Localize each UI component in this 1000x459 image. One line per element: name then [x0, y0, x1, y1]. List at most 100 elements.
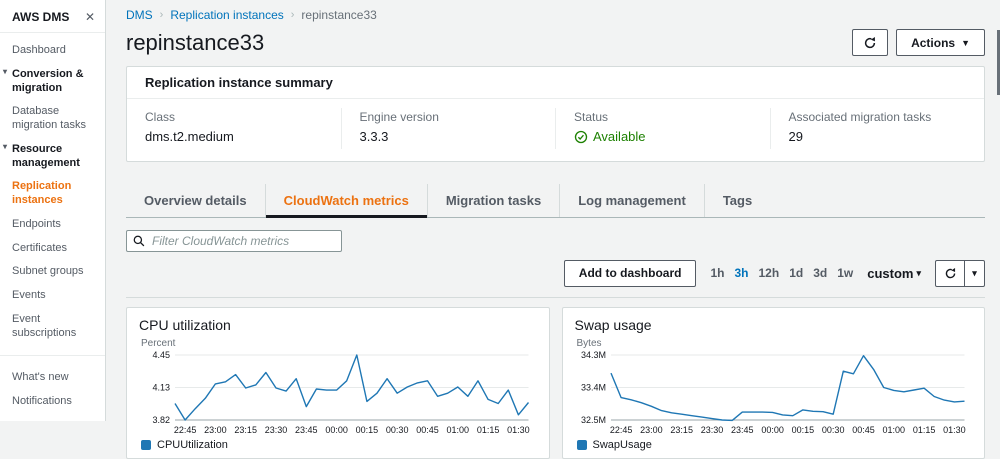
summary-card: Replication instance summary Class dms.t2…	[126, 66, 985, 162]
breadcrumb-item-dms[interactable]: DMS	[126, 8, 153, 22]
filter-row	[126, 230, 985, 252]
sidebar-item-conversion-migration[interactable]: ▾ Conversion & migration	[0, 63, 105, 101]
sidebar-item-subnet-groups[interactable]: Subnet groups	[0, 260, 105, 284]
sidebar-item-resource-management[interactable]: ▾ Resource management	[0, 138, 105, 176]
refresh-icon	[863, 36, 877, 50]
chevron-down-icon: ▾	[916, 268, 921, 279]
summary-field-value: dms.t2.medium	[145, 129, 323, 144]
x-tick-label: 23:45	[731, 425, 754, 435]
x-tick-label: 00:30	[386, 425, 409, 435]
metric-line	[611, 355, 965, 420]
custom-range-button[interactable]: custom ▾	[867, 266, 921, 281]
refresh-button[interactable]	[852, 29, 888, 56]
y-tick-label: 33.4M	[580, 382, 605, 392]
sidebar-item-label: Resource management	[12, 143, 80, 169]
tab-tags[interactable]: Tags	[705, 184, 770, 217]
summary-fields: Class dms.t2.medium Engine version 3.3.3 Sta…	[127, 99, 984, 161]
summary-card-title: Replication instance summary	[127, 67, 984, 99]
x-tick-label: 22:45	[174, 425, 197, 435]
x-tick-label: 23:15	[234, 425, 257, 435]
sidebar-item-label: Conversion & migration	[12, 68, 84, 94]
x-tick-label: 01:30	[943, 425, 966, 435]
tab-log-management[interactable]: Log management	[560, 184, 705, 217]
x-tick-label: 01:15	[477, 425, 500, 435]
sidebar-item-label: Certificates	[12, 242, 67, 254]
chart-y-axis-label: Bytes	[577, 338, 973, 349]
close-icon[interactable]: ✕	[85, 10, 95, 24]
sidebar-item-label: Replication instances	[12, 180, 71, 206]
summary-field-label: Status	[574, 110, 752, 124]
sidebar-item-events[interactable]: Events	[0, 284, 105, 308]
sidebar-item-dashboard[interactable]: Dashboard	[0, 39, 105, 63]
x-tick-label: 00:45	[852, 425, 875, 435]
chevron-down-icon: ▾	[3, 67, 7, 77]
sidebar-item-notifications[interactable]: Notifications	[0, 390, 105, 414]
y-tick-label: 34.3M	[580, 350, 605, 360]
main-content: DMS›Replication instances›repinstance33 …	[106, 0, 1000, 421]
x-tick-label: 01:00	[447, 425, 470, 435]
x-tick-label: 23:00	[204, 425, 227, 435]
sidebar-item-what-s-new[interactable]: What's new	[0, 366, 105, 390]
tab-overview-details[interactable]: Overview details	[126, 184, 266, 217]
range-12h[interactable]: 12h	[759, 266, 780, 280]
charts-area: CPU utilization Percent 4.454.133.8222:4…	[126, 307, 985, 459]
chart-refresh-button[interactable]	[935, 260, 965, 287]
metrics-filter	[126, 230, 342, 252]
sidebar-item-endpoints[interactable]: Endpoints	[0, 213, 105, 237]
filter-input[interactable]	[150, 233, 335, 249]
summary-field-label: Class	[145, 110, 323, 124]
sidebar-item-database-migration-tasks[interactable]: Database migration tasks	[0, 100, 105, 138]
actions-button-label: Actions	[911, 36, 955, 50]
summary-field-value: 29	[789, 129, 967, 144]
x-tick-label: 01:30	[507, 425, 530, 435]
add-to-dashboard-button[interactable]: Add to dashboard	[564, 260, 697, 287]
sidebar-item-label: Notifications	[12, 395, 72, 407]
x-tick-label: 01:00	[882, 425, 905, 435]
range-1w[interactable]: 1w	[837, 266, 853, 280]
breadcrumb-item-replication-instances[interactable]: Replication instances	[170, 8, 283, 22]
range-3d[interactable]: 3d	[813, 266, 827, 280]
summary-field-status: StatusAvailable	[555, 108, 770, 149]
range-1d[interactable]: 1d	[789, 266, 803, 280]
tab-migration-tasks[interactable]: Migration tasks	[428, 184, 560, 217]
search-icon	[133, 235, 145, 247]
summary-field-class: Class dms.t2.medium	[127, 108, 341, 149]
title-row: repinstance33 Actions ▼	[126, 29, 985, 56]
sidebar-nav: Dashboard ▾ Conversion & migration Database…	[0, 33, 105, 414]
range-3h[interactable]: 3h	[734, 266, 748, 280]
breadcrumb-item-repinstance33: repinstance33	[301, 8, 376, 22]
custom-range-label: custom	[867, 266, 913, 281]
x-tick-label: 00:30	[821, 425, 844, 435]
chart-controls: Add to dashboard 1h3h12h1d3d1w custom ▾ …	[126, 260, 985, 298]
check-circle-icon	[574, 130, 588, 144]
sidebar-title: AWS DMS	[12, 10, 69, 24]
summary-field-label: Engine version	[360, 110, 538, 124]
actions-button[interactable]: Actions ▼	[896, 29, 985, 56]
tab-cloudwatch-metrics[interactable]: CloudWatch metrics	[266, 184, 428, 217]
summary-field-value: 3.3.3	[360, 129, 538, 144]
chevron-down-icon: ▼	[961, 38, 970, 48]
x-tick-label: 01:15	[912, 425, 935, 435]
x-tick-label: 23:00	[640, 425, 663, 435]
legend-swatch	[141, 440, 151, 450]
sidebar-item-label: Endpoints	[12, 218, 61, 230]
sidebar-item-label: Database migration tasks	[12, 105, 86, 131]
x-tick-label: 00:00	[325, 425, 348, 435]
refresh-options-button[interactable]: ▾	[965, 260, 985, 287]
breadcrumb: DMS›Replication instances›repinstance33	[126, 8, 985, 22]
chevron-down-icon: ▾	[3, 142, 7, 152]
app-window: AWS DMS ✕ Dashboard ▾ Conversion & migrati…	[0, 0, 1000, 421]
sidebar-item-replication-instances[interactable]: Replication instances	[0, 175, 105, 213]
sidebar-item-label: Event subscriptions	[12, 313, 76, 339]
sidebar-item-label: What's new	[12, 371, 69, 383]
range-1h[interactable]: 1h	[710, 266, 724, 280]
sidebar-item-event-subscriptions[interactable]: Event subscriptions	[0, 308, 105, 346]
x-tick-label: 00:15	[791, 425, 814, 435]
chart-y-axis-label: Percent	[141, 338, 537, 349]
sidebar-divider	[0, 355, 105, 356]
y-tick-label: 4.45	[152, 350, 170, 360]
chart-legend: SwapUsage	[575, 438, 973, 456]
sidebar-header: AWS DMS ✕	[0, 8, 105, 33]
sidebar-item-certificates[interactable]: Certificates	[0, 237, 105, 261]
sidebar-item-label: Subnet groups	[12, 265, 84, 277]
